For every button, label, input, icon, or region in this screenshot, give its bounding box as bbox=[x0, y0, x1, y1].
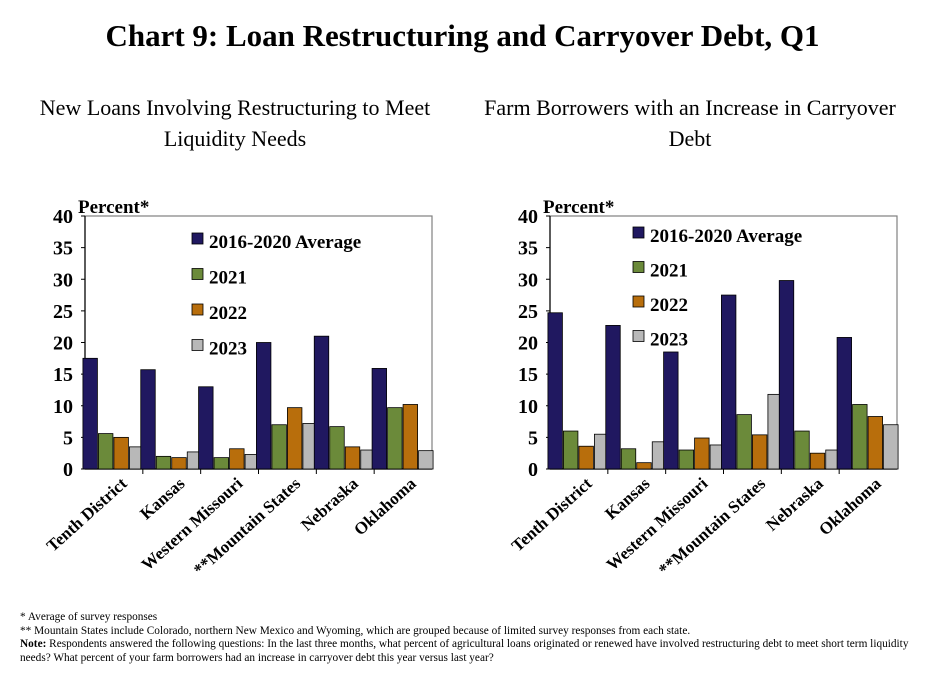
right-y-tick-label: 20 bbox=[518, 333, 538, 355]
left-legend-label: 2023 bbox=[209, 339, 247, 360]
left-y-tick-label: 5 bbox=[63, 427, 73, 449]
right-bar-2022 bbox=[694, 437, 710, 470]
right-bar-2022 bbox=[867, 416, 883, 470]
left-chart-subtitle: New Loans Involving Restructuring to Mee… bbox=[39, 95, 431, 151]
note-text: Respondents answered the following quest… bbox=[20, 638, 909, 664]
right-y-tick-label: 0 bbox=[528, 459, 538, 481]
right-y-tick-label: 35 bbox=[518, 238, 538, 260]
left-category-label: Oklahoma bbox=[350, 474, 420, 540]
left-legend-label: 2021 bbox=[209, 268, 247, 289]
left-bar-2022 bbox=[402, 404, 418, 470]
right-bar-2016-2020-average bbox=[663, 351, 679, 470]
right-bar-2022 bbox=[636, 462, 652, 470]
right-y-tick-label: 25 bbox=[518, 301, 538, 323]
right-bar-2016-2020-average bbox=[778, 280, 795, 470]
left-bar-2021 bbox=[213, 457, 229, 470]
right-y-tick-label: 30 bbox=[518, 269, 538, 291]
right-bar-2016-2020-average bbox=[836, 337, 852, 470]
footnote-average: * Average of survey responses bbox=[20, 611, 158, 623]
left-bar-2023 bbox=[418, 450, 434, 470]
right-bar-2021 bbox=[620, 448, 637, 470]
right-y-tick-label: 5 bbox=[528, 427, 538, 449]
right-bar-2021 bbox=[678, 449, 694, 470]
left-y-tick-label: 25 bbox=[53, 301, 73, 323]
right-bar-2022 bbox=[752, 434, 768, 470]
right-legend-swatch bbox=[632, 330, 645, 342]
left-legend-swatch bbox=[191, 303, 204, 316]
left-bar-2021 bbox=[155, 455, 172, 470]
right-bar-2016-2020-average bbox=[721, 294, 737, 470]
left-bar-2022 bbox=[113, 436, 129, 470]
left-y-axis-label: Percent* bbox=[78, 197, 149, 218]
left-category-label: **Mountain States bbox=[190, 474, 304, 580]
right-bar-2021 bbox=[794, 430, 810, 470]
right-legend-label: 2022 bbox=[650, 295, 688, 316]
left-bar-2016-2020-average bbox=[371, 368, 387, 470]
footnote-mountain-states: ** Mountain States include Colorado, nor… bbox=[20, 624, 691, 637]
left-y-tick-label: 0 bbox=[63, 459, 73, 481]
left-y-tick-label: 10 bbox=[53, 396, 73, 418]
left-bar-2022 bbox=[287, 407, 303, 470]
right-bar-2021 bbox=[563, 430, 579, 470]
right-chart-subtitle: Farm Borrowers with an Increase in Carry… bbox=[484, 95, 896, 151]
left-bar-2022 bbox=[229, 448, 245, 470]
right-category-label: Oklahoma bbox=[815, 474, 885, 540]
right-y-tick-label: 15 bbox=[518, 364, 538, 386]
left-y-tick-label: 40 bbox=[53, 206, 73, 228]
left-y-tick-label: 20 bbox=[53, 333, 73, 355]
right-bar-2016-2020-average bbox=[605, 325, 621, 470]
right-legend-swatch bbox=[632, 226, 645, 239]
left-category-label: Tenth District bbox=[43, 474, 131, 556]
left-category-label: Western Missouri bbox=[138, 474, 247, 575]
left-bar-2016-2020-average bbox=[82, 357, 98, 470]
right-category-label: Tenth District bbox=[508, 474, 596, 556]
chart-title: Chart 9: Loan Restructuring and Carryove… bbox=[105, 18, 820, 53]
left-y-tick-label: 35 bbox=[53, 238, 73, 260]
right-bar-2022 bbox=[578, 445, 594, 470]
left-bar-2016-2020-average bbox=[313, 335, 330, 470]
left-bar-2021 bbox=[329, 426, 345, 470]
footnotes: * Average of survey responses ** Mountai… bbox=[20, 611, 910, 665]
left-y-tick-label: 15 bbox=[53, 364, 73, 386]
right-bar-2021 bbox=[736, 414, 752, 470]
left-category-label: Kansas bbox=[136, 474, 188, 524]
right-legend-label: 2021 bbox=[650, 261, 688, 282]
left-bar-2021 bbox=[98, 433, 114, 470]
right-bar-2021 bbox=[852, 404, 868, 470]
left-bar-2016-2020-average bbox=[198, 386, 214, 470]
left-legend-label: 2022 bbox=[209, 303, 247, 324]
right-bar-2022 bbox=[809, 452, 826, 470]
left-bar-2021 bbox=[271, 424, 287, 470]
right-y-axis-label: Percent* bbox=[543, 197, 614, 218]
right-category-label: **Mountain States bbox=[655, 474, 769, 580]
right-legend-label: 2023 bbox=[650, 330, 688, 351]
left-bar-2022 bbox=[344, 446, 361, 470]
left-legend-swatch bbox=[191, 232, 204, 245]
right-category-label: Kansas bbox=[601, 474, 653, 524]
left-legend-swatch bbox=[191, 339, 204, 351]
right-legend-label: 2016-2020 Average bbox=[650, 226, 802, 247]
left-y-tick-label: 30 bbox=[53, 269, 73, 291]
left-bar-2016-2020-average bbox=[256, 342, 272, 470]
left-bar-2022 bbox=[171, 457, 187, 470]
footnote-note: Note: Respondents answered the following… bbox=[20, 638, 910, 665]
left-bar-2021 bbox=[387, 407, 403, 470]
right-category-label: Western Missouri bbox=[603, 474, 712, 575]
right-legend-swatch bbox=[632, 295, 645, 308]
right-legend-swatch bbox=[632, 261, 645, 273]
right-y-tick-label: 10 bbox=[518, 396, 538, 418]
right-y-tick-label: 40 bbox=[518, 206, 538, 228]
left-legend-label: 2016-2020 Average bbox=[209, 232, 361, 253]
right-bar-2023 bbox=[883, 424, 899, 470]
left-legend-swatch bbox=[191, 268, 204, 280]
left-bar-2016-2020-average bbox=[140, 369, 156, 470]
note-label: Note: bbox=[20, 638, 47, 650]
right-bar-2016-2020-average bbox=[547, 312, 563, 470]
